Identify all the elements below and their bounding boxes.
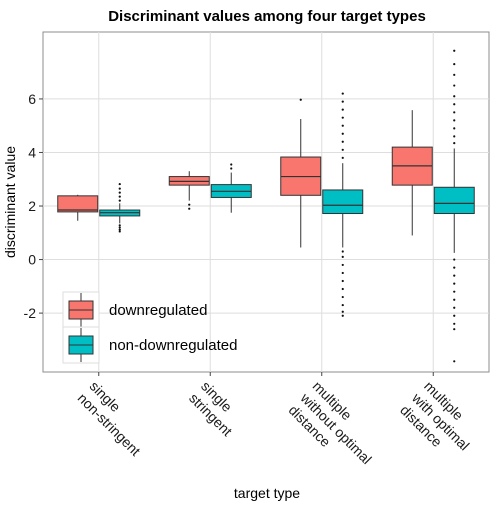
outlier-point xyxy=(453,266,456,269)
outlier-point xyxy=(118,191,121,194)
outlier-point xyxy=(453,314,456,317)
outlier-point xyxy=(118,182,121,186)
outlier-point xyxy=(341,108,344,111)
outlier-point xyxy=(453,290,456,293)
chart-title: Discriminant values among four target ty… xyxy=(108,8,426,25)
box-iqr xyxy=(433,186,475,215)
y-tick-label: -2 xyxy=(24,305,37,321)
x-axis-title: target type xyxy=(234,485,300,501)
outlier-point xyxy=(341,132,344,135)
legend-item: downregulated xyxy=(62,291,207,329)
outlier-point xyxy=(118,226,121,229)
outlier-point xyxy=(453,360,456,363)
outlier-point xyxy=(453,127,456,130)
outlier-point xyxy=(118,224,121,227)
outlier-point xyxy=(341,310,344,313)
plot-panel xyxy=(42,31,490,373)
boxes-layer xyxy=(57,49,475,363)
grid-lines xyxy=(43,32,489,372)
x-category-label: multiplewithout optimaldistance xyxy=(285,377,387,479)
y-tick-label: 4 xyxy=(28,144,36,160)
outlier-point xyxy=(341,263,344,267)
legend-label: downregulated xyxy=(109,302,207,319)
outlier-point xyxy=(453,63,456,66)
outlier-point xyxy=(341,295,344,299)
outlier-point xyxy=(453,328,456,331)
outlier-point xyxy=(341,279,344,283)
x-category-label: multiplewith optimaldistance xyxy=(396,377,484,465)
box-iqr xyxy=(57,195,99,213)
outlier-point xyxy=(341,148,344,151)
x-category-label: singlestringent xyxy=(186,378,247,439)
outlier-point xyxy=(188,207,191,210)
outlier-point xyxy=(341,92,344,95)
y-axis-title: discriminant value xyxy=(2,146,18,258)
x-category-label: singlenon-stringent xyxy=(75,378,156,459)
outlier-point xyxy=(453,49,456,52)
box-non-downregulated-3 xyxy=(433,49,475,363)
outlier-point xyxy=(453,73,456,76)
outlier-point xyxy=(118,228,121,231)
outlier-point xyxy=(230,163,233,166)
box-downregulated-2 xyxy=(280,98,322,248)
outlier-point xyxy=(230,167,233,170)
outlier-point xyxy=(453,306,456,309)
outlier-point xyxy=(453,95,456,98)
legend-label: non-downregulated xyxy=(109,337,237,354)
outlier-point xyxy=(188,203,191,206)
x-axis: singlenon-stringent singlestringent multip… xyxy=(75,372,484,479)
outlier-point xyxy=(341,271,344,275)
outlier-point xyxy=(453,84,456,87)
outlier-point xyxy=(341,124,344,127)
outlier-point xyxy=(118,187,121,190)
outlier-point xyxy=(341,140,344,143)
box-downregulated-0 xyxy=(57,194,99,221)
outlier-point xyxy=(118,195,121,198)
outlier-point xyxy=(341,116,344,119)
y-tick-label: 6 xyxy=(28,91,36,107)
outlier-point xyxy=(118,230,121,233)
legend-item: non-downregulated xyxy=(62,326,237,364)
y-tick-label: 2 xyxy=(28,198,36,214)
outlier-point xyxy=(453,322,456,325)
outlier-point xyxy=(341,303,344,307)
outlier-point xyxy=(453,274,456,277)
outlier-point xyxy=(453,119,456,122)
outlier-point xyxy=(341,287,344,291)
outlier-point xyxy=(118,199,121,202)
outlier-point xyxy=(341,250,344,253)
legend: downregulated non-downregulated xyxy=(62,291,237,364)
outlier-point xyxy=(453,258,456,261)
outlier-point xyxy=(341,100,344,103)
outlier-point xyxy=(453,135,456,138)
outlier-point xyxy=(453,282,456,285)
outlier-point xyxy=(453,142,456,145)
outlier-point xyxy=(341,156,344,159)
box-downregulated-3 xyxy=(391,110,433,236)
outlier-point xyxy=(299,98,302,101)
box-non-downregulated-2 xyxy=(322,92,364,317)
box-non-downregulated-1 xyxy=(210,163,252,213)
y-axis: -2 0 2 4 6 xyxy=(24,91,43,321)
outlier-point xyxy=(341,314,344,317)
box-non-downregulated-0 xyxy=(99,182,141,233)
box-downregulated-1 xyxy=(168,171,210,210)
box-iqr xyxy=(322,189,364,215)
outlier-point xyxy=(453,298,456,301)
outlier-point xyxy=(341,255,344,258)
outlier-point xyxy=(453,111,456,114)
y-tick-label: 0 xyxy=(28,252,36,268)
outlier-point xyxy=(453,103,456,106)
